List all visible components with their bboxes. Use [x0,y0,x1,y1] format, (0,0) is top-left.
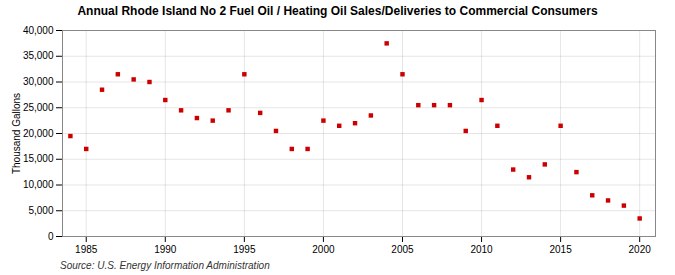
svg-text:Thousand Gallons: Thousand Gallons [11,93,22,174]
svg-text:1985: 1985 [75,244,98,255]
svg-text:10,000: 10,000 [23,179,54,190]
html-text:Source: U.S. Energy Informatio: Source: U.S. Energy Information Administ… [60,260,270,271]
svg-text:2020: 2020 [629,244,652,255]
svg-text:5,000: 5,000 [28,205,53,216]
svg-text:2015: 2015 [549,244,572,255]
svg-text:20,000: 20,000 [23,128,54,139]
svg-text:35,000: 35,000 [23,50,54,61]
svg-text:40,000: 40,000 [23,25,54,36]
svg-text:1990: 1990 [154,244,177,255]
svg-text:2000: 2000 [312,244,335,255]
html-text:Annual Rhode Island No 2 Fuel: Annual Rhode Island No 2 Fuel Oil / Heat… [77,4,598,18]
svg-text:30,000: 30,000 [23,76,54,87]
svg-text:25,000: 25,000 [23,102,54,113]
svg-text:15,000: 15,000 [23,153,54,164]
svg-text:2005: 2005 [391,244,414,255]
svg-text:2010: 2010 [470,244,493,255]
svg-text:0: 0 [48,231,54,242]
svg-text:1995: 1995 [233,244,256,255]
